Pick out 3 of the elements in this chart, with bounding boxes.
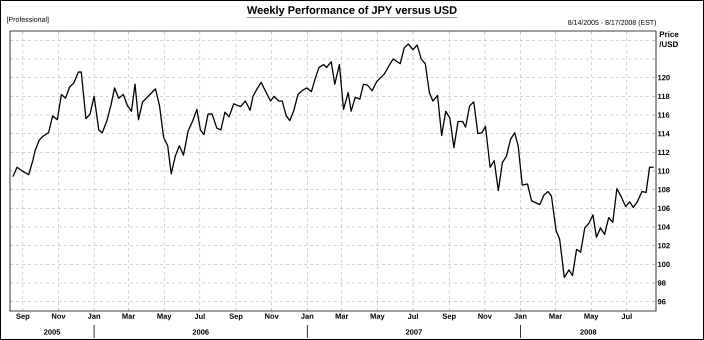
chart-title: Weekly Performance of JPY versus USD <box>246 6 457 16</box>
line-series <box>12 43 654 278</box>
y-axis-title: Price /USD <box>659 31 678 48</box>
